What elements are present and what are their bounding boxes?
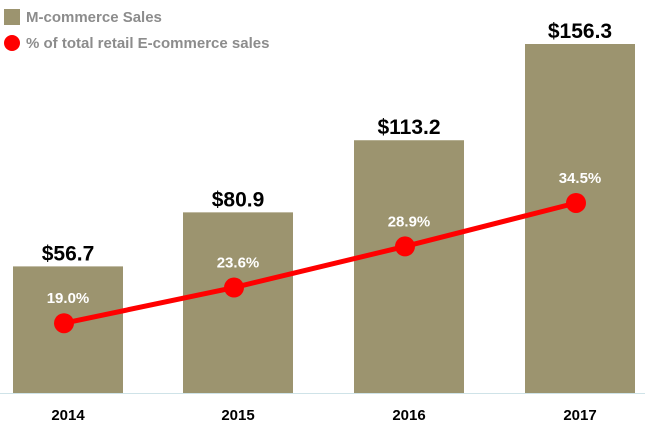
x-tick-labels-group: 2014 2015 2016 2017 <box>51 407 596 424</box>
bar-2015 <box>183 212 293 393</box>
percent-label-2017: 34.5% <box>559 170 602 187</box>
percent-point-2015 <box>224 277 244 298</box>
percent-line <box>63 200 577 326</box>
legend-swatch-bar <box>4 9 20 25</box>
percent-points-group <box>54 192 586 334</box>
bar-value-label-2017: $156.3 <box>548 20 612 43</box>
percent-point-2014 <box>54 313 74 334</box>
x-tick-label-2014: 2014 <box>51 407 85 424</box>
bars-group <box>13 44 635 393</box>
x-tick-label-2016: 2016 <box>392 407 425 424</box>
bar-value-label-2015: $80.9 <box>212 188 265 211</box>
legend-label-mcommerce: M-commerce Sales <box>26 8 162 26</box>
percent-label-2015: 23.6% <box>217 255 260 272</box>
legend: M-commerce Sales % of total retail E-com… <box>4 4 269 56</box>
percent-point-2016 <box>395 236 415 257</box>
percent-point-2017 <box>566 192 586 213</box>
percent-label-2014: 19.0% <box>47 290 90 307</box>
x-tick-label-2017: 2017 <box>563 407 596 424</box>
legend-label-percent: % of total retail E-commerce sales <box>26 34 270 52</box>
bar-2017 <box>525 44 635 393</box>
x-tick-label-2015: 2015 <box>221 407 254 424</box>
bar-value-label-2014: $56.7 <box>42 242 95 265</box>
percent-labels-group: 19.0% 23.6% 28.9% 34.5% <box>47 170 602 307</box>
legend-item-mcommerce: M-commerce Sales <box>4 4 269 30</box>
bar-value-label-2016: $113.2 <box>377 116 440 139</box>
legend-swatch-dot <box>4 35 20 51</box>
percent-label-2016: 28.9% <box>388 213 431 230</box>
legend-item-percent: % of total retail E-commerce sales <box>4 30 269 56</box>
bar-labels-group: $56.7 $80.9 $113.2 $156.3 <box>42 20 612 265</box>
bar-2016 <box>354 140 464 393</box>
